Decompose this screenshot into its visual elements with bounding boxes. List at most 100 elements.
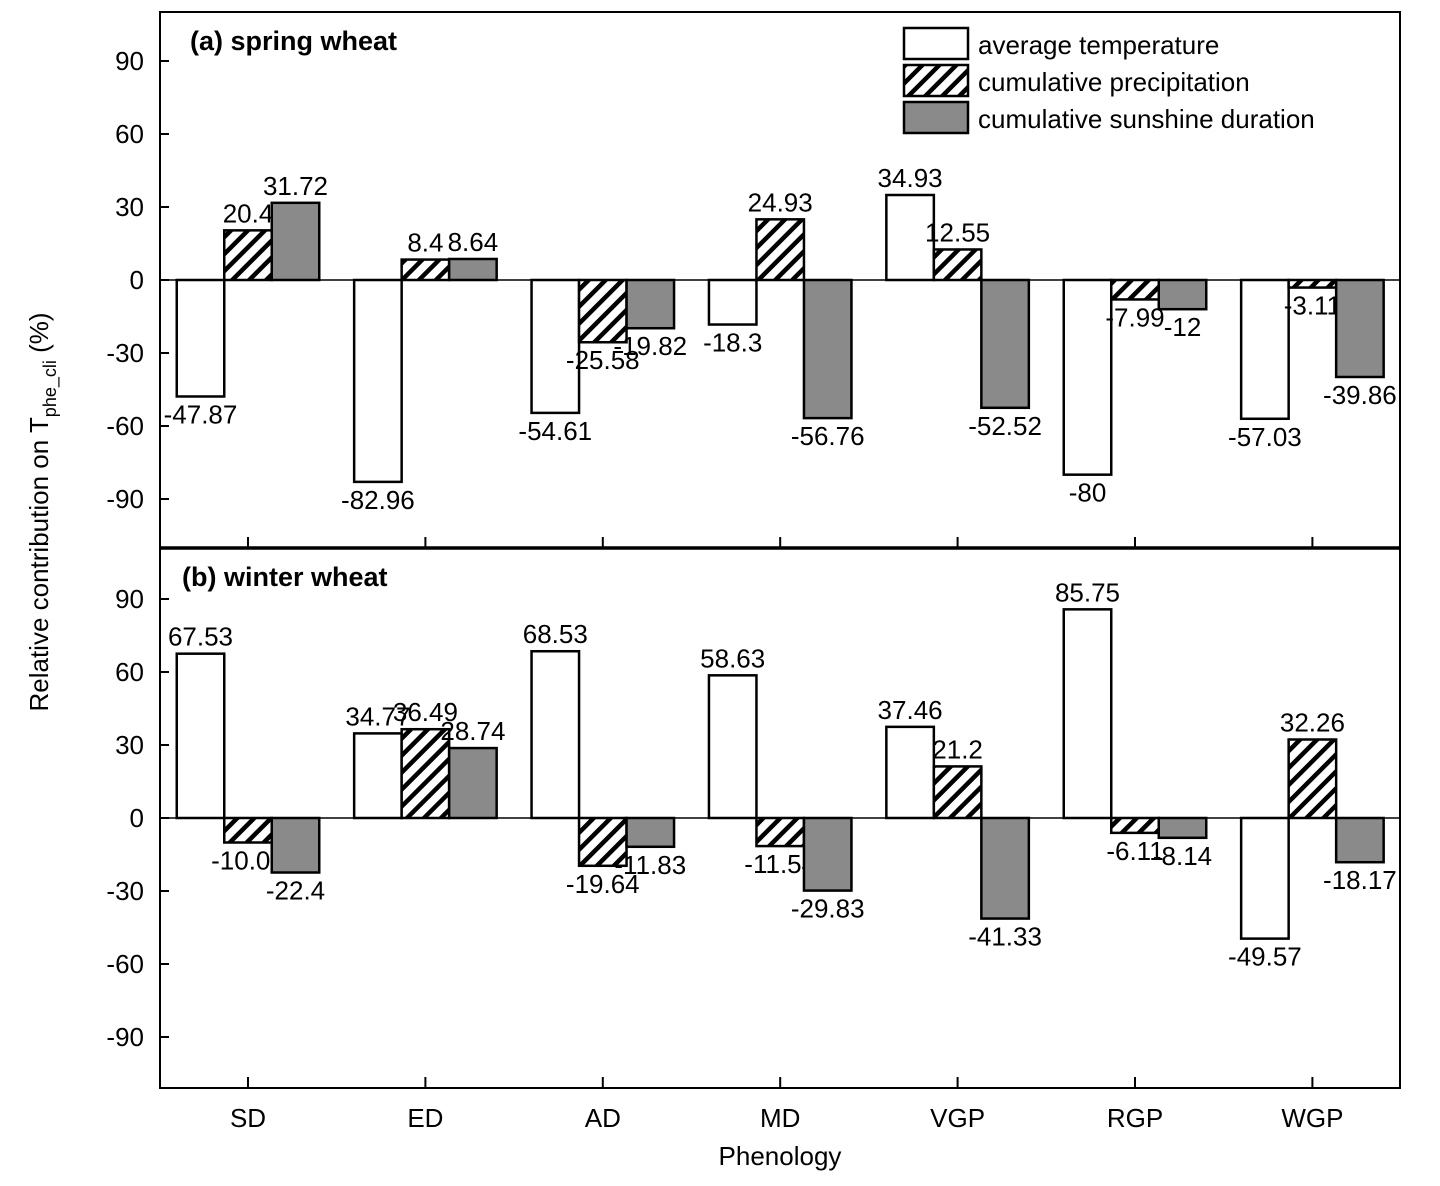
x-tick-label: WGP (1281, 1103, 1343, 1133)
data-label: -80 (1069, 478, 1107, 508)
bar-RGP-0 (1062, 608, 1113, 820)
bar-WGP-1 (1287, 738, 1338, 820)
bar-VGP-1 (932, 248, 983, 282)
data-label: 68.53 (523, 619, 588, 649)
data-label: 24.93 (748, 187, 813, 217)
bar-VGP-2 (980, 278, 1031, 410)
bar-MD-2 (802, 278, 853, 420)
data-label: -12 (1164, 312, 1202, 342)
bar-AD-2 (625, 816, 676, 849)
y-tick-label: 90 (115, 584, 144, 614)
y-tick-label: -30 (106, 338, 144, 368)
x-tick-label: AD (585, 1103, 621, 1133)
bar-AD-0 (530, 649, 581, 820)
data-label: -19.64 (566, 869, 640, 899)
bar-RGP-1 (1110, 816, 1160, 835)
bar-ED-0 (352, 278, 403, 484)
y-tick-label: -30 (106, 876, 144, 906)
legend-swatch (902, 26, 970, 61)
y-tick-label: 30 (115, 730, 144, 760)
x-tick-label: MD (760, 1103, 800, 1133)
data-label: 32.26 (1280, 708, 1345, 738)
bar-MD-1 (755, 816, 806, 848)
bar-VGP-0 (885, 725, 936, 820)
bar-VGP-0 (885, 193, 936, 282)
y-tick-label: 60 (115, 119, 144, 149)
data-label: -11.83 (614, 850, 686, 880)
data-label: 67.53 (168, 622, 233, 652)
bar-VGP-1 (932, 765, 983, 820)
bar-ED-2 (447, 746, 498, 820)
data-label: 34.77 (345, 701, 410, 731)
data-label: -18.3 (703, 328, 762, 358)
y-tick-label: -90 (106, 484, 144, 514)
bar-SD-2 (270, 816, 321, 874)
bar-WGP-1 (1287, 278, 1338, 289)
data-label: -22.4 (266, 876, 325, 906)
data-label: -3.11 (1284, 291, 1341, 321)
y-tick-label: 30 (115, 192, 144, 222)
data-label: 28.74 (440, 716, 505, 746)
data-label: 8.64 (448, 227, 499, 257)
panel-b: 67.5334.7768.5358.6337.4685.75-49.57-10.… (106, 547, 1401, 1089)
data-label: -25.58 (566, 345, 640, 375)
data-label: -18.17 (1323, 865, 1397, 895)
legend-swatch (902, 63, 970, 98)
legend-swatch (902, 100, 970, 135)
bar-WGP-2 (1334, 816, 1385, 864)
bar-RGP-2 (1157, 816, 1208, 840)
bar-AD-2 (625, 278, 676, 330)
bar-SD-0 (175, 652, 226, 820)
data-label: -19.82 (613, 331, 687, 361)
data-label: 85.75 (1055, 577, 1120, 607)
data-label: 31.72 (263, 171, 328, 201)
data-label: -57.03 (1228, 422, 1302, 452)
data-label: -6.11 (1106, 836, 1163, 866)
bar-ED-1 (400, 258, 451, 282)
bar-ED-2 (447, 257, 498, 282)
y-axis-label-subscript: phe_cli (40, 360, 61, 417)
data-label: -7.99 (1105, 302, 1164, 332)
bar-MD-1 (755, 218, 806, 282)
bar-ED-0 (352, 732, 403, 820)
legend: average temperature cumulative precipitat… (902, 26, 1315, 135)
data-label: 34.93 (878, 163, 943, 193)
x-tick-label: ED (407, 1103, 443, 1133)
data-label: 36.49 (393, 697, 458, 727)
y-tick-label: -60 (106, 411, 144, 441)
bar-MD-0 (707, 278, 758, 326)
bar-RGP-0 (1062, 278, 1113, 476)
legend-label: cumulative sunshine duration (978, 104, 1315, 134)
bar-WGP-0 (1239, 278, 1290, 421)
data-label: 20.4 (223, 198, 274, 228)
x-tick-label: SD (230, 1103, 266, 1133)
bar-WGP-2 (1334, 278, 1385, 379)
data-label: -56.76 (791, 421, 865, 451)
bar-WGP-0 (1239, 816, 1290, 940)
bar-AD-1 (577, 278, 628, 344)
legend-label: average temperature (978, 30, 1219, 60)
bar-SD-1 (223, 229, 273, 282)
data-label: -29.83 (791, 894, 865, 924)
data-label: 37.46 (878, 695, 943, 725)
data-label: 21.2 (932, 734, 983, 764)
bar-SD-0 (175, 278, 226, 398)
data-label: -54.61 (518, 416, 592, 446)
data-label: 8.4 (407, 228, 443, 258)
bar-SD-1 (223, 816, 273, 844)
y-tick-label: 60 (115, 657, 144, 687)
data-label: -8.14 (1153, 841, 1212, 871)
x-axis-label: Phenology (719, 1141, 842, 1171)
data-label: -41.33 (968, 922, 1042, 952)
y-tick-label: -90 (106, 1022, 144, 1052)
data-label: -82.96 (341, 485, 415, 515)
data-label: 12.55 (925, 217, 990, 247)
bar-VGP-2 (980, 816, 1031, 920)
x-tick-label: RGP (1107, 1103, 1163, 1133)
y-tick-label: -60 (106, 949, 144, 979)
data-label: -52.52 (968, 411, 1042, 441)
y-tick-label: 90 (115, 46, 144, 76)
y-axis-label: Relative contribution on Tphe_cli (%) (24, 312, 61, 711)
panel-a: -47.87 -82.96 -54.61 -18.3 34.93 -80 -57.03 20.… (106, 11, 1401, 549)
